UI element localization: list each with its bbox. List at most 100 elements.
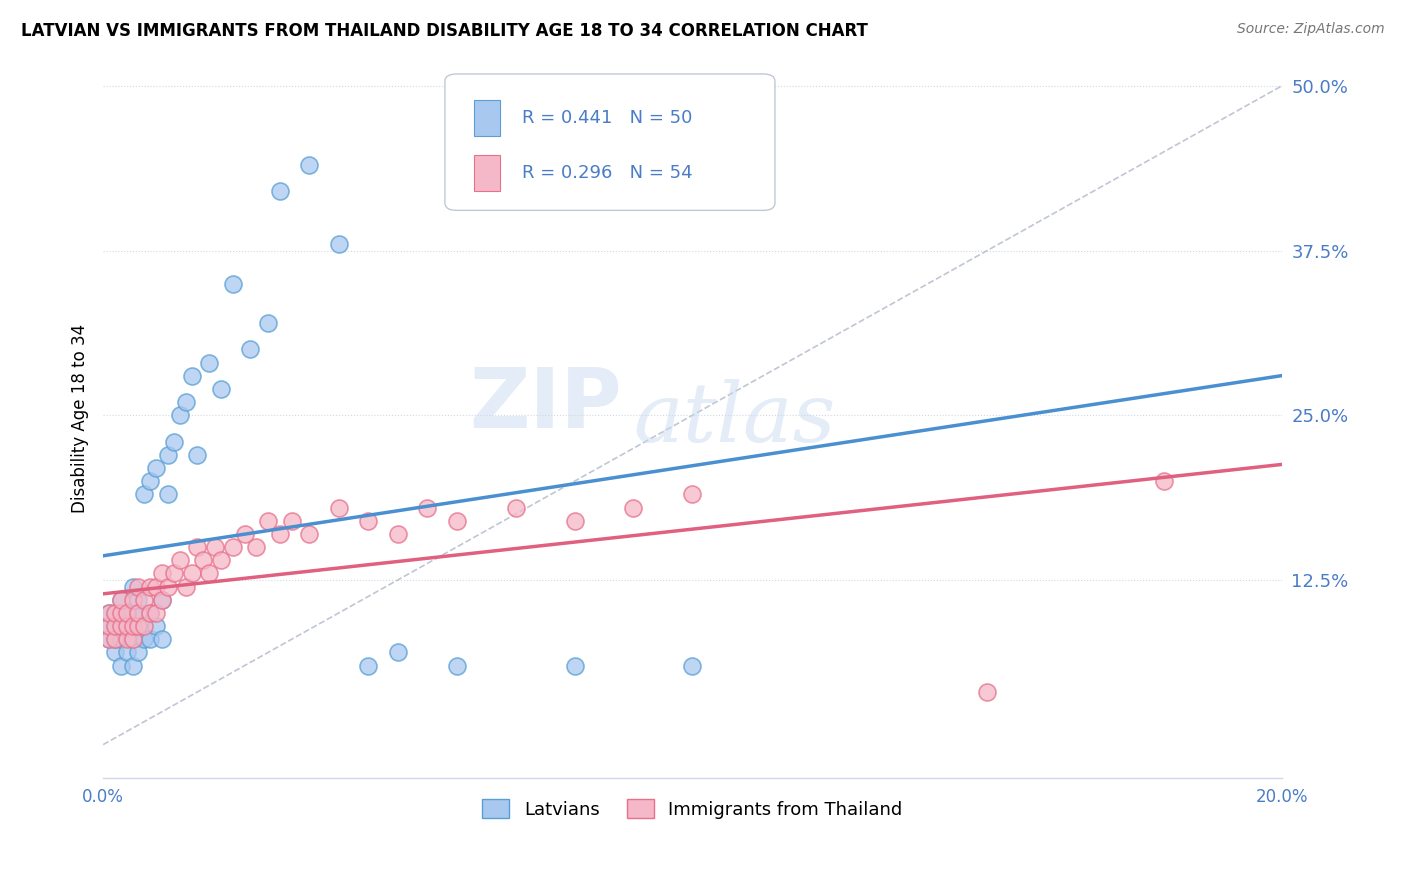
FancyBboxPatch shape xyxy=(444,74,775,211)
Point xyxy=(127,580,149,594)
Point xyxy=(115,619,138,633)
Point xyxy=(239,343,262,357)
Point xyxy=(110,592,132,607)
Point xyxy=(1153,474,1175,488)
Point xyxy=(198,355,221,369)
Point xyxy=(163,566,186,581)
Point xyxy=(357,658,380,673)
Point xyxy=(387,526,409,541)
Point xyxy=(110,606,132,620)
Point xyxy=(121,632,143,647)
Point xyxy=(505,500,527,515)
Point xyxy=(98,632,121,647)
Point xyxy=(139,606,162,620)
Point xyxy=(198,566,221,581)
Point xyxy=(257,316,280,330)
Point xyxy=(104,606,127,620)
Point xyxy=(169,553,191,567)
Point xyxy=(134,632,156,647)
Legend: Latvians, Immigrants from Thailand: Latvians, Immigrants from Thailand xyxy=(475,792,910,826)
Point xyxy=(150,632,173,647)
Point xyxy=(976,685,998,699)
Text: Source: ZipAtlas.com: Source: ZipAtlas.com xyxy=(1237,22,1385,37)
Point xyxy=(127,619,149,633)
Text: LATVIAN VS IMMIGRANTS FROM THAILAND DISABILITY AGE 18 TO 34 CORRELATION CHART: LATVIAN VS IMMIGRANTS FROM THAILAND DISA… xyxy=(21,22,868,40)
Point xyxy=(209,382,232,396)
Point xyxy=(98,606,121,620)
Point xyxy=(328,500,350,515)
Point xyxy=(446,658,468,673)
Point xyxy=(298,526,321,541)
Point xyxy=(180,566,202,581)
Point xyxy=(387,645,409,659)
Text: 20.0%: 20.0% xyxy=(1256,789,1308,806)
Point xyxy=(245,540,267,554)
Point xyxy=(104,606,127,620)
Point xyxy=(139,580,162,594)
Point xyxy=(416,500,439,515)
Point xyxy=(115,606,138,620)
Point xyxy=(156,448,179,462)
Point xyxy=(145,606,167,620)
Point xyxy=(169,409,191,423)
Point xyxy=(623,500,645,515)
Point xyxy=(98,619,121,633)
Point xyxy=(280,514,302,528)
Point xyxy=(127,619,149,633)
Point xyxy=(127,592,149,607)
Text: R = 0.296   N = 54: R = 0.296 N = 54 xyxy=(522,163,692,182)
Point xyxy=(98,632,121,647)
Point xyxy=(121,592,143,607)
Point xyxy=(204,540,226,554)
Point xyxy=(139,606,162,620)
Text: 0.0%: 0.0% xyxy=(82,789,124,806)
Point xyxy=(163,434,186,449)
Point xyxy=(180,368,202,383)
Point xyxy=(681,487,703,501)
Point xyxy=(298,158,321,172)
Point xyxy=(222,540,245,554)
Point xyxy=(446,514,468,528)
Point xyxy=(174,395,197,409)
Point xyxy=(269,526,291,541)
Point xyxy=(104,619,127,633)
Text: R = 0.441   N = 50: R = 0.441 N = 50 xyxy=(522,109,692,127)
Text: atlas: atlas xyxy=(634,378,837,458)
Text: ZIP: ZIP xyxy=(470,364,621,445)
Point xyxy=(174,580,197,594)
Point xyxy=(110,619,132,633)
Point xyxy=(357,514,380,528)
Point xyxy=(186,448,208,462)
Point xyxy=(98,619,121,633)
Point xyxy=(150,592,173,607)
Point xyxy=(121,619,143,633)
Point xyxy=(115,645,138,659)
Point xyxy=(104,645,127,659)
Point xyxy=(145,580,167,594)
Point xyxy=(564,514,586,528)
Point xyxy=(209,553,232,567)
Point xyxy=(121,606,143,620)
Y-axis label: Disability Age 18 to 34: Disability Age 18 to 34 xyxy=(72,324,89,513)
Point xyxy=(233,526,256,541)
Point xyxy=(127,606,149,620)
FancyBboxPatch shape xyxy=(474,100,501,136)
Point xyxy=(564,658,586,673)
Point xyxy=(269,185,291,199)
Point xyxy=(134,487,156,501)
Point xyxy=(139,632,162,647)
Point xyxy=(257,514,280,528)
Point xyxy=(186,540,208,554)
Point xyxy=(110,592,132,607)
Point xyxy=(156,580,179,594)
Point xyxy=(98,606,121,620)
Point xyxy=(104,632,127,647)
Point xyxy=(156,487,179,501)
Point xyxy=(328,237,350,252)
Point xyxy=(145,619,167,633)
Point xyxy=(150,592,173,607)
Point xyxy=(134,592,156,607)
Point xyxy=(121,632,143,647)
Point xyxy=(115,606,138,620)
Point xyxy=(110,658,132,673)
